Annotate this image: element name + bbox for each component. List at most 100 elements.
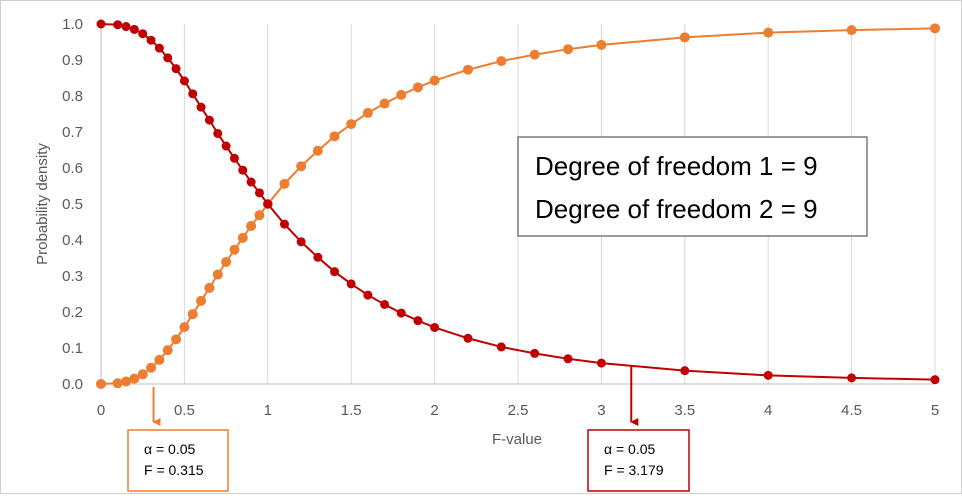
data-point: [412, 82, 423, 93]
x-tick-label: 0.5: [174, 402, 195, 419]
data-point: [330, 267, 340, 277]
data-point: [229, 153, 239, 163]
data-point: [296, 161, 307, 172]
data-point: [238, 165, 248, 175]
data-point: [413, 316, 423, 326]
data-point: [196, 295, 207, 306]
y-tick-label: 0.2: [62, 304, 83, 321]
left-critical-callout: α = 0.05 F = 0.315: [127, 387, 229, 492]
data-point: [312, 145, 323, 156]
x-tick-label: 4: [764, 402, 772, 419]
data-point: [112, 378, 123, 389]
degrees-of-freedom-box: Degree of freedom 1 = 9 Degree of freedo…: [517, 136, 868, 237]
data-point: [680, 366, 690, 376]
data-point: [429, 75, 440, 86]
data-point: [362, 107, 373, 118]
data-point: [263, 199, 273, 209]
data-point: [380, 299, 390, 309]
data-point: [188, 89, 198, 99]
data-point: [279, 178, 290, 189]
data-point: [763, 370, 773, 380]
y-axis-title: Probability density: [34, 143, 51, 265]
data-point: [146, 35, 156, 45]
data-point: [846, 25, 857, 36]
data-point: [229, 244, 240, 255]
data-point: [679, 32, 690, 43]
data-point: [363, 290, 373, 300]
data-point: [346, 279, 356, 289]
data-point: [121, 376, 132, 387]
data-point: [137, 369, 148, 380]
x-tick-label: 5: [931, 402, 939, 419]
data-point: [96, 19, 106, 29]
right-critical-callout: α = 0.05 F = 3.179: [587, 366, 690, 492]
right-callout-f: F = 3.179: [604, 462, 664, 478]
data-point: [154, 354, 165, 365]
left-callout-box: [127, 429, 229, 492]
x-tick-label: 3.5: [674, 402, 695, 419]
data-point: [463, 333, 473, 343]
data-point: [138, 29, 148, 39]
data-point: [171, 64, 181, 74]
x-tick-label: 2: [430, 402, 438, 419]
x-tick-label: 1.5: [341, 402, 362, 419]
y-tick-label: 0.0: [62, 376, 83, 393]
x-tick-label: 3: [597, 402, 605, 419]
data-point: [221, 141, 231, 151]
data-point: [530, 348, 540, 358]
data-point: [129, 24, 139, 34]
data-point: [596, 358, 606, 368]
data-point: [163, 53, 173, 63]
data-point: [221, 256, 232, 267]
data-point: [346, 119, 357, 130]
y-tick-label: 0.9: [62, 52, 83, 69]
data-point: [379, 98, 390, 109]
y-tick-label: 0.6: [62, 160, 83, 177]
data-point: [246, 220, 257, 231]
left-callout-f: F = 0.315: [144, 462, 204, 478]
data-point: [179, 76, 189, 86]
y-tick-label: 0.3: [62, 268, 83, 285]
data-point: [204, 115, 214, 125]
data-point: [146, 362, 157, 373]
data-point: [171, 334, 182, 345]
data-point: [329, 131, 340, 142]
data-point: [430, 322, 440, 332]
df1-label: Degree of freedom 1 = 9: [535, 151, 818, 181]
data-point: [254, 188, 264, 198]
x-tick-label: 0: [97, 402, 105, 419]
data-point: [596, 39, 607, 50]
data-point: [313, 252, 323, 262]
data-point: [496, 56, 507, 67]
data-point: [129, 373, 140, 384]
data-point: [237, 232, 248, 243]
data-point: [179, 322, 190, 333]
data-point: [113, 20, 123, 30]
data-point: [246, 177, 256, 187]
data-point: [847, 373, 857, 383]
axes: 0 0.5 1 1.5 2 2.5 3 3.5 4 4.5 5 0.0 0.1 0.2 0.3 0.4 0.5 0…: [62, 16, 939, 419]
left-callout-alpha: α = 0.05: [144, 441, 196, 457]
x-tick-label: 1: [264, 402, 272, 419]
data-point: [187, 309, 198, 320]
data-point: [529, 49, 540, 60]
data-point: [279, 219, 289, 229]
df2-label: Degree of freedom 2 = 9: [535, 194, 818, 224]
data-point: [121, 22, 131, 32]
data-point: [254, 210, 265, 221]
right-callout-alpha: α = 0.05: [604, 441, 656, 457]
y-tick-label: 0.5: [62, 196, 83, 213]
series-layer: [96, 19, 940, 389]
y-tick-label: 0.4: [62, 232, 83, 249]
y-tick-label: 0.1: [62, 340, 83, 357]
data-point: [204, 282, 215, 293]
data-point: [154, 43, 164, 53]
data-point: [563, 354, 573, 364]
data-point: [212, 269, 223, 280]
data-point: [396, 89, 407, 100]
data-point: [196, 102, 206, 112]
right-callout-box: [587, 429, 690, 492]
data-point: [462, 64, 473, 75]
